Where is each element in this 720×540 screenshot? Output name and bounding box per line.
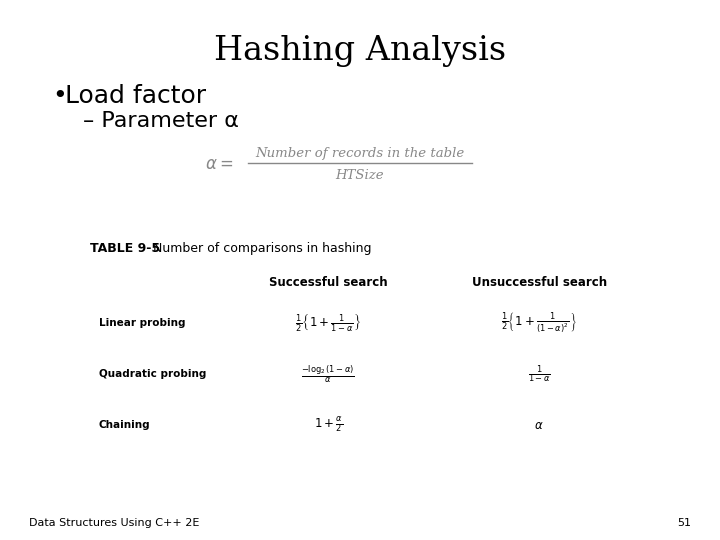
Text: Chaining: Chaining: [99, 420, 150, 430]
Text: Successful search: Successful search: [269, 275, 387, 289]
Text: HTSize: HTSize: [336, 169, 384, 182]
Text: Quadratic probing: Quadratic probing: [99, 369, 206, 379]
Text: – Parameter α: – Parameter α: [83, 111, 239, 131]
Text: $\frac{-\log_2(1-\alpha)}{\alpha}$: $\frac{-\log_2(1-\alpha)}{\alpha}$: [302, 363, 356, 385]
Text: Linear probing: Linear probing: [99, 318, 185, 328]
Text: $\frac{1}{1-\alpha}$: $\frac{1}{1-\alpha}$: [528, 363, 550, 385]
Text: •: •: [52, 84, 66, 107]
Text: Number of records in the table: Number of records in the table: [256, 147, 464, 160]
Text: 51: 51: [678, 518, 691, 528]
Text: $1+\frac{\alpha}{2}$: $1+\frac{\alpha}{2}$: [314, 416, 343, 435]
Text: Hashing Analysis: Hashing Analysis: [214, 35, 506, 67]
Text: Data Structures Using C++ 2E: Data Structures Using C++ 2E: [29, 518, 199, 528]
Text: $\frac{1}{2}\left\{1+\frac{1}{(1-\alpha)^2}\right\}$: $\frac{1}{2}\left\{1+\frac{1}{(1-\alpha)…: [501, 310, 577, 335]
Text: TABLE 9-5: TABLE 9-5: [90, 242, 160, 255]
Text: $\alpha$: $\alpha$: [534, 418, 544, 432]
Text: Unsuccessful search: Unsuccessful search: [472, 275, 607, 289]
Text: Number of comparisons in hashing: Number of comparisons in hashing: [149, 242, 372, 255]
Text: Load factor: Load factor: [65, 84, 206, 107]
Text: $\alpha =$: $\alpha =$: [205, 156, 233, 173]
Text: $\frac{1}{2}\left\{1+\frac{1}{1-\alpha}\right\}$: $\frac{1}{2}\left\{1+\frac{1}{1-\alpha}\…: [295, 312, 361, 333]
